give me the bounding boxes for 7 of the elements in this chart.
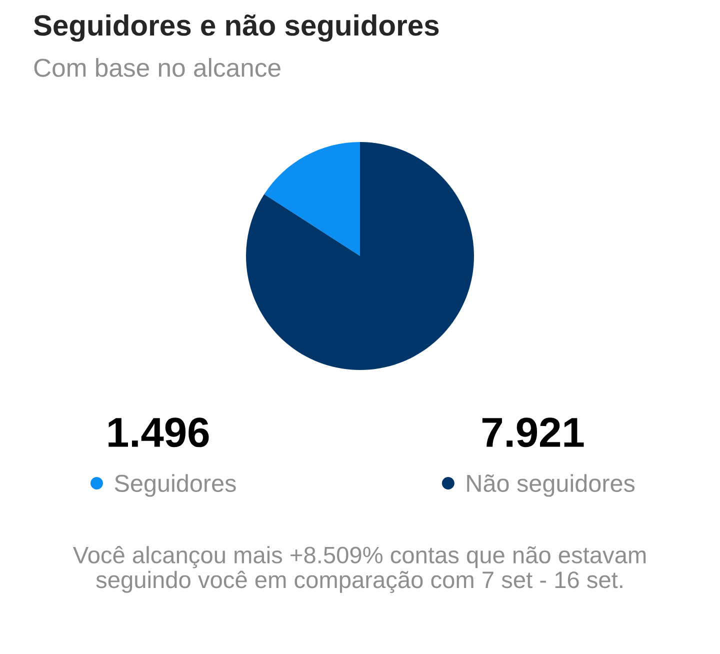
data-label: 1.496 bbox=[108, 418, 209, 448]
chart-title: Seguidores e não seguidores bbox=[34, 14, 439, 42]
data-label: 7.921 bbox=[482, 418, 584, 448]
chart-subtitle: Com base no alcance bbox=[34, 58, 280, 77]
text: Você alcançou mais +8.509% contas que não estavam seguindo você em comparação com 7 set - 16 set. bbox=[72, 546, 646, 593]
legend-label: Seguidores bbox=[114, 474, 236, 497]
legend-label: Não seguidores bbox=[467, 474, 635, 497]
